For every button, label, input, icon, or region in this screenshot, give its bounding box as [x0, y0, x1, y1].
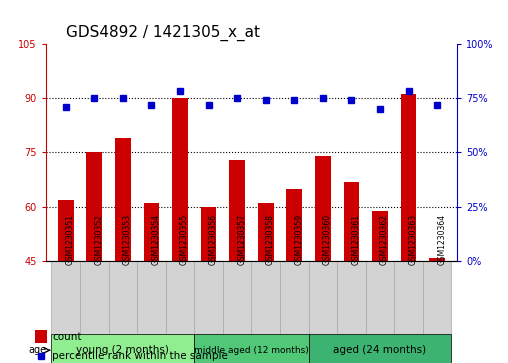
Bar — [223, 261, 251, 334]
Bar — [343, 182, 359, 363]
Bar — [166, 261, 194, 334]
Text: GSM1230364: GSM1230364 — [437, 214, 446, 265]
Bar — [258, 203, 274, 363]
Text: GSM1230351: GSM1230351 — [66, 214, 75, 265]
Bar — [309, 334, 452, 363]
Text: GSM1230359: GSM1230359 — [294, 214, 303, 265]
Text: GSM1230360: GSM1230360 — [323, 214, 332, 265]
Text: percentile rank within the sample: percentile rank within the sample — [52, 351, 229, 361]
Bar — [201, 207, 216, 363]
Text: GSM1230354: GSM1230354 — [151, 214, 161, 265]
Text: GSM1230357: GSM1230357 — [237, 214, 246, 265]
Bar — [229, 160, 245, 363]
Bar — [51, 261, 80, 334]
Text: count: count — [52, 332, 82, 342]
Bar — [80, 261, 109, 334]
Bar — [194, 261, 223, 334]
Bar — [58, 200, 74, 363]
Text: middle aged (12 months): middle aged (12 months) — [194, 346, 309, 355]
Bar — [137, 261, 166, 334]
Bar — [429, 258, 445, 363]
Text: GSM1230356: GSM1230356 — [209, 214, 217, 265]
Text: aged (24 months): aged (24 months) — [333, 345, 427, 355]
Bar — [423, 261, 452, 334]
Bar — [280, 261, 309, 334]
Text: young (2 months): young (2 months) — [76, 345, 169, 355]
Text: GSM1230362: GSM1230362 — [380, 214, 389, 265]
Text: GSM1230353: GSM1230353 — [123, 214, 132, 265]
Bar — [337, 261, 366, 334]
Bar — [287, 189, 302, 363]
Bar — [251, 261, 280, 334]
Bar — [315, 156, 331, 363]
Text: GSM1230363: GSM1230363 — [408, 214, 418, 265]
Bar — [401, 94, 417, 363]
Bar — [115, 138, 131, 363]
Bar — [194, 334, 309, 363]
Bar — [86, 152, 102, 363]
Bar — [109, 261, 137, 334]
Bar — [172, 98, 188, 363]
Text: GDS4892 / 1421305_x_at: GDS4892 / 1421305_x_at — [66, 25, 260, 41]
Bar — [366, 261, 394, 334]
Bar — [372, 211, 388, 363]
Text: GSM1230358: GSM1230358 — [266, 214, 275, 265]
Text: GSM1230352: GSM1230352 — [94, 214, 103, 265]
Text: age: age — [28, 345, 46, 355]
Bar — [144, 203, 160, 363]
Bar — [394, 261, 423, 334]
Bar — [35, 330, 48, 343]
Bar — [309, 261, 337, 334]
Bar — [51, 334, 194, 363]
Text: GSM1230355: GSM1230355 — [180, 214, 189, 265]
Text: GSM1230361: GSM1230361 — [352, 214, 361, 265]
